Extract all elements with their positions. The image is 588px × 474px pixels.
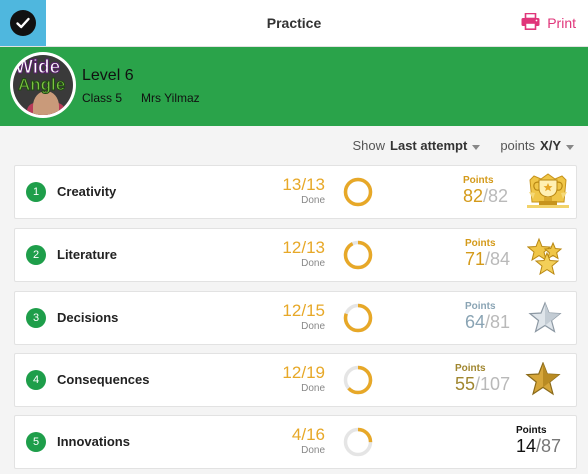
progress-ring bbox=[343, 177, 373, 207]
unit-number-badge: 4 bbox=[26, 370, 46, 390]
page-title: Practice bbox=[266, 15, 322, 31]
done-label: Done bbox=[301, 321, 325, 332]
points-display: Points 82/82 bbox=[463, 175, 509, 206]
progress-ring bbox=[343, 240, 373, 270]
avatar-logo-text-2: Angle bbox=[17, 75, 66, 95]
points-label: Points bbox=[465, 238, 496, 249]
done-label: Done bbox=[301, 258, 325, 269]
done-total: 13 bbox=[306, 175, 325, 194]
unit-row[interactable]: 4 Consequences 12/19 Done Points 55/107 bbox=[14, 353, 577, 407]
show-filter-dropdown[interactable]: Show Last attempt bbox=[353, 138, 481, 153]
avatar-figure-head bbox=[33, 91, 59, 115]
unit-row[interactable]: 3 Decisions 12/15 Done Points 64/81 bbox=[14, 291, 577, 345]
check-icon bbox=[10, 10, 36, 36]
points-total: 82 bbox=[488, 186, 509, 206]
filter-bar: Show Last attempt points X/Y bbox=[353, 137, 574, 153]
points-label: Points bbox=[463, 175, 494, 186]
class-banner: Wide Angle Level 6 Class 5 Mrs Yilmaz bbox=[0, 47, 588, 126]
printer-icon bbox=[521, 12, 540, 33]
chevron-down-icon bbox=[472, 144, 481, 150]
unit-row[interactable]: 5 Innovations 4/16 Done Points 14/87 bbox=[14, 415, 577, 469]
unit-name: Creativity bbox=[57, 184, 117, 199]
done-count: 4 bbox=[291, 425, 302, 444]
unit-row[interactable]: 1 Creativity 13/13 Done Points 82/82 bbox=[14, 165, 577, 219]
done-count: 12 bbox=[282, 238, 302, 257]
avatar-logo-text: Wide bbox=[14, 57, 61, 79]
points-value: 71 bbox=[465, 249, 486, 269]
points-display: Points 55/107 bbox=[455, 363, 511, 394]
silver-star-icon bbox=[528, 301, 562, 333]
class-name: Class 5 bbox=[82, 91, 123, 105]
points-label: Points bbox=[465, 301, 496, 312]
level-title: Level 6 bbox=[82, 67, 134, 84]
print-label: Print bbox=[547, 15, 576, 31]
gold-stars-icon bbox=[527, 237, 563, 275]
gold-star-icon bbox=[525, 362, 561, 396]
done-total: 15 bbox=[306, 301, 325, 320]
progress-ring bbox=[343, 427, 373, 457]
unit-name: Innovations bbox=[57, 434, 130, 449]
unit-name: Consequences bbox=[57, 372, 150, 387]
show-filter-label: Show bbox=[352, 137, 386, 153]
points-label: Points bbox=[516, 425, 547, 436]
points-total: 81 bbox=[490, 312, 511, 332]
teacher-name: Mrs Yilmaz bbox=[141, 91, 200, 105]
trophy-icon bbox=[527, 173, 569, 208]
done-progress: 12/15 Done bbox=[265, 301, 325, 332]
points-format-dropdown[interactable]: points X/Y bbox=[500, 138, 574, 153]
points-display: Points 14/87 bbox=[516, 425, 562, 456]
points-format-label: points bbox=[500, 137, 536, 153]
top-bar: Practice Print bbox=[0, 0, 588, 47]
unit-name: Literature bbox=[57, 247, 117, 262]
points-value: 82 bbox=[463, 186, 484, 206]
done-count: 12 bbox=[282, 363, 302, 382]
done-progress: 12/13 Done bbox=[265, 238, 325, 269]
points-value: 14 bbox=[516, 436, 537, 456]
points-display: Points 71/84 bbox=[465, 238, 511, 269]
done-label: Done bbox=[301, 383, 325, 394]
chevron-down-icon bbox=[566, 144, 574, 150]
points-display: Points 64/81 bbox=[465, 301, 511, 332]
done-progress: 13/13 Done bbox=[265, 175, 325, 206]
done-total: 19 bbox=[306, 363, 325, 382]
done-count: 13 bbox=[282, 175, 302, 194]
unit-number-badge: 2 bbox=[26, 245, 46, 265]
points-value: 64 bbox=[465, 312, 486, 332]
done-total: 13 bbox=[306, 238, 325, 257]
unit-number-badge: 3 bbox=[26, 308, 46, 328]
points-format-value: X/Y bbox=[540, 137, 561, 153]
points-total: 107 bbox=[480, 374, 511, 394]
unit-name: Decisions bbox=[57, 310, 119, 325]
progress-ring bbox=[343, 365, 373, 395]
progress-ring bbox=[343, 303, 373, 333]
done-label: Done bbox=[301, 445, 325, 456]
unit-number-badge: 1 bbox=[26, 182, 46, 202]
done-progress: 4/16 Done bbox=[265, 425, 325, 456]
done-progress: 12/19 Done bbox=[265, 363, 325, 394]
unit-number-badge: 5 bbox=[26, 432, 46, 452]
check-button[interactable] bbox=[0, 0, 46, 46]
done-count: 12 bbox=[282, 301, 302, 320]
points-label: Points bbox=[455, 363, 486, 374]
done-total: 16 bbox=[306, 425, 325, 444]
points-total: 87 bbox=[541, 436, 562, 456]
avatar-image: Wide Angle bbox=[13, 55, 73, 115]
show-filter-value: Last attempt bbox=[390, 137, 468, 153]
points-total: 84 bbox=[490, 249, 511, 269]
points-value: 55 bbox=[455, 374, 476, 394]
print-button[interactable]: Print bbox=[521, 0, 576, 46]
done-label: Done bbox=[301, 195, 325, 206]
avatar: Wide Angle bbox=[10, 52, 76, 118]
unit-row[interactable]: 2 Literature 12/13 Done Points 71/84 bbox=[14, 228, 577, 282]
